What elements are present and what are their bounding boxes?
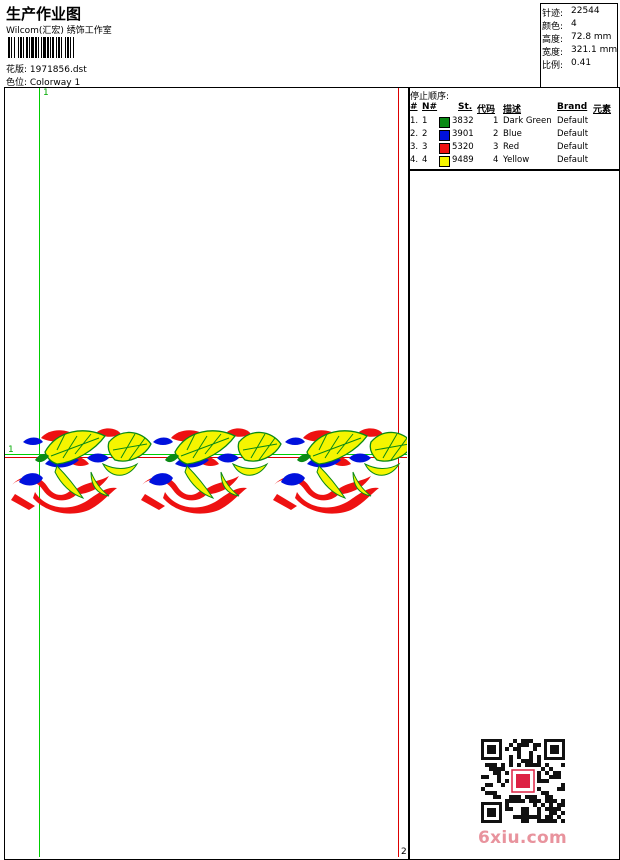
row-needle: 4: [422, 155, 428, 165]
studio-name: Wilcom(汇宏) 绣饰工作室: [6, 26, 112, 36]
row-code: 3: [493, 142, 499, 152]
row-code: 1: [493, 116, 499, 126]
stop-sequence-heading: 停止顺序:: [410, 92, 450, 102]
qr-code: [481, 739, 565, 827]
color-row: 1. 1 3832 1 Dark Green Default: [409, 116, 619, 129]
guide-line-vertical-1: [39, 88, 40, 857]
page-title: 生产作业图: [6, 5, 82, 23]
stat-label: 针迹:: [542, 9, 564, 19]
row-description: Dark Green: [503, 116, 552, 126]
row-brand: Default: [557, 116, 589, 126]
row-stitches: 9489: [452, 155, 474, 165]
stat-width: 宽度: 321.1 mm: [542, 45, 617, 58]
color-row: 2. 2 3901 2 Blue Default: [409, 129, 619, 142]
row-description: Blue: [503, 129, 522, 139]
design-file-label: 花版: 1971856.dst: [6, 65, 87, 75]
row-needle: 1: [422, 116, 428, 126]
row-code: 4: [493, 155, 499, 165]
stat-scale: 比例: 0.41: [542, 58, 591, 71]
stat-stitches: 针迹: 22544: [542, 6, 600, 19]
col-header-code: 代码: [477, 105, 496, 115]
row-stitches: 3832: [452, 116, 474, 126]
barcode: [8, 37, 74, 58]
color-swatch: [439, 156, 450, 167]
col-header-index: #: [410, 102, 418, 112]
colorway-label: 色位: Colorway 1: [6, 78, 81, 88]
color-swatch: [439, 143, 450, 154]
stat-value: 72.8 mm: [571, 32, 612, 42]
stat-value: 321.1 mm: [571, 45, 618, 55]
stat-value: 0.41: [571, 58, 592, 68]
embroidery-design: [11, 427, 407, 515]
stat-value: 22544: [571, 6, 600, 16]
color-swatch: [439, 117, 450, 128]
stat-label: 比例:: [542, 61, 564, 71]
color-swatch: [439, 130, 450, 141]
stat-label: 宽度:: [542, 48, 564, 58]
col-header-element: 元素: [593, 105, 612, 115]
row-index: 3.: [410, 142, 419, 152]
stat-value: 4: [571, 19, 577, 29]
row-description: Red: [503, 142, 520, 152]
row-brand: Default: [557, 142, 589, 152]
row-index: 2.: [410, 129, 419, 139]
row-brand: Default: [557, 155, 589, 165]
stat-label: 高度:: [542, 35, 564, 45]
guide-label-v1: 1: [43, 88, 49, 98]
row-code: 2: [493, 129, 499, 139]
col-header-description: 描述: [503, 105, 522, 115]
guide-label-h1: 1: [8, 445, 14, 455]
row-stitches: 5320: [452, 142, 474, 152]
col-header-stitches: St.: [458, 102, 473, 112]
site-watermark: 6xiu.com: [478, 828, 568, 848]
row-needle: 3: [422, 142, 428, 152]
stat-height: 高度: 72.8 mm: [542, 32, 611, 45]
row-description: Yellow: [503, 155, 530, 165]
stat-label: 颜色:: [542, 22, 564, 32]
guide-label-v2: 2: [401, 847, 407, 857]
row-needle: 2: [422, 129, 428, 139]
col-header-brand: Brand: [557, 102, 588, 112]
row-index: 1.: [410, 116, 419, 126]
col-header-needle: N#: [422, 102, 438, 112]
stat-colors: 颜色: 4: [542, 19, 577, 32]
embroidery-motif: [11, 428, 152, 514]
row-brand: Default: [557, 129, 589, 139]
color-row: 4. 4 9489 4 Yellow Default: [409, 155, 619, 168]
color-row: 3. 3 5320 3 Red Default: [409, 142, 619, 155]
row-stitches: 3901: [452, 129, 474, 139]
row-index: 4.: [410, 155, 419, 165]
guide-line-vertical-2: [398, 88, 399, 857]
